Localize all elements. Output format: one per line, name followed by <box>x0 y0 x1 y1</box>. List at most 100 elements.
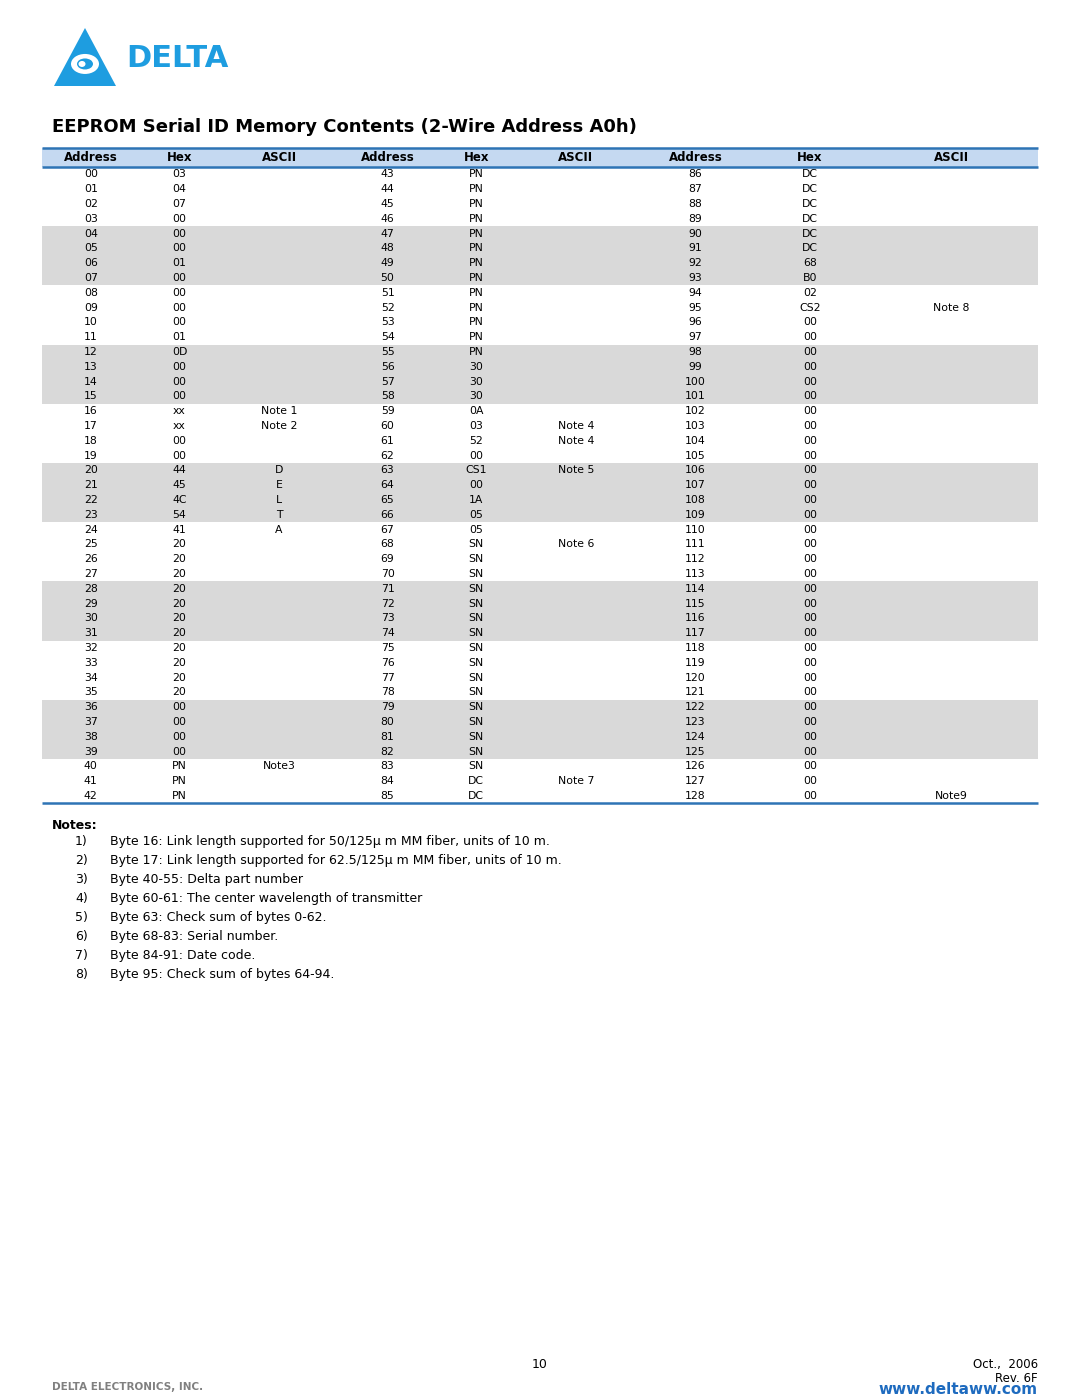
Text: SN: SN <box>469 539 484 549</box>
Text: DC: DC <box>469 777 484 787</box>
Text: 29: 29 <box>84 598 97 609</box>
Bar <box>42 182 1038 197</box>
Text: 35: 35 <box>84 687 97 697</box>
Text: DC: DC <box>802 184 818 194</box>
Text: PN: PN <box>469 214 484 224</box>
Text: ASCII: ASCII <box>934 151 969 163</box>
Text: 46: 46 <box>381 214 394 224</box>
Text: 126: 126 <box>685 761 705 771</box>
Text: 10: 10 <box>532 1358 548 1370</box>
Text: 120: 120 <box>685 672 705 683</box>
Bar <box>42 256 1038 271</box>
Text: 64: 64 <box>381 481 394 490</box>
Bar <box>42 330 1038 345</box>
Text: 20: 20 <box>173 569 187 578</box>
Text: 89: 89 <box>689 214 702 224</box>
Bar <box>42 641 1038 655</box>
Text: 0A: 0A <box>469 407 484 416</box>
Text: Address: Address <box>361 151 415 163</box>
Text: Byte 84-91: Date code.: Byte 84-91: Date code. <box>110 950 255 963</box>
Text: 00: 00 <box>802 732 816 742</box>
Text: 00: 00 <box>802 629 816 638</box>
Bar <box>42 359 1038 374</box>
Text: 0D: 0D <box>172 346 187 358</box>
Text: 21: 21 <box>84 481 97 490</box>
Text: 00: 00 <box>173 732 187 742</box>
Text: 103: 103 <box>685 420 705 432</box>
Text: 42: 42 <box>84 791 97 800</box>
Text: Note 7: Note 7 <box>557 777 594 787</box>
Text: 73: 73 <box>381 613 394 623</box>
Text: 72: 72 <box>381 598 394 609</box>
Text: 01: 01 <box>84 184 98 194</box>
Text: 10: 10 <box>84 317 98 327</box>
Text: 91: 91 <box>689 243 702 253</box>
Text: 96: 96 <box>689 317 702 327</box>
Bar <box>42 448 1038 462</box>
Text: D: D <box>275 465 283 475</box>
Bar <box>42 567 1038 581</box>
Text: xx: xx <box>173 420 186 432</box>
Text: 87: 87 <box>689 184 702 194</box>
Bar <box>42 610 1038 626</box>
Text: 20: 20 <box>173 687 187 697</box>
Text: 82: 82 <box>381 746 394 757</box>
Text: 00: 00 <box>802 658 816 668</box>
Text: 00: 00 <box>802 436 816 446</box>
Text: 20: 20 <box>173 672 187 683</box>
Text: PN: PN <box>172 761 187 771</box>
Text: SN: SN <box>469 717 484 726</box>
Text: T: T <box>275 510 282 520</box>
Text: 119: 119 <box>685 658 705 668</box>
Text: Note 6: Note 6 <box>557 539 594 549</box>
Text: Hex: Hex <box>463 151 489 163</box>
Text: 00: 00 <box>173 717 187 726</box>
Text: 20: 20 <box>173 598 187 609</box>
Bar <box>42 774 1038 788</box>
Text: 6): 6) <box>75 930 87 943</box>
Text: 20: 20 <box>173 629 187 638</box>
Text: 00: 00 <box>173 272 187 284</box>
Text: 00: 00 <box>802 525 816 535</box>
Bar <box>42 671 1038 685</box>
Text: 01: 01 <box>173 258 187 268</box>
Text: 30: 30 <box>470 377 483 387</box>
Bar <box>42 581 1038 597</box>
Text: 108: 108 <box>685 495 705 504</box>
Text: 00: 00 <box>802 465 816 475</box>
Text: 00: 00 <box>802 584 816 594</box>
Text: 97: 97 <box>689 332 702 342</box>
Bar <box>42 211 1038 226</box>
Text: Address: Address <box>64 151 118 163</box>
Text: 00: 00 <box>173 391 187 401</box>
Text: Note3: Note3 <box>262 761 296 771</box>
Bar <box>42 314 1038 330</box>
Bar <box>42 285 1038 300</box>
Text: DC: DC <box>802 198 818 210</box>
Text: SN: SN <box>469 584 484 594</box>
Text: DC: DC <box>802 214 818 224</box>
Text: 68: 68 <box>381 539 394 549</box>
Text: CS1: CS1 <box>465 465 487 475</box>
Text: PN: PN <box>469 258 484 268</box>
Text: 00: 00 <box>173 377 187 387</box>
Text: 00: 00 <box>84 169 98 179</box>
Bar <box>42 168 1038 182</box>
Text: 55: 55 <box>381 346 394 358</box>
Text: 14: 14 <box>84 377 97 387</box>
Text: 20: 20 <box>173 584 187 594</box>
Text: 02: 02 <box>84 198 98 210</box>
Text: 28: 28 <box>84 584 97 594</box>
Text: 115: 115 <box>685 598 705 609</box>
Text: Hex: Hex <box>166 151 192 163</box>
Text: 117: 117 <box>685 629 705 638</box>
Bar <box>42 729 1038 745</box>
Text: 07: 07 <box>173 198 187 210</box>
Text: 20: 20 <box>173 539 187 549</box>
Text: Note 5: Note 5 <box>557 465 594 475</box>
Text: 20: 20 <box>173 555 187 564</box>
Text: 52: 52 <box>470 436 483 446</box>
Text: B0: B0 <box>802 272 818 284</box>
Text: 77: 77 <box>381 672 394 683</box>
Text: 20: 20 <box>173 613 187 623</box>
